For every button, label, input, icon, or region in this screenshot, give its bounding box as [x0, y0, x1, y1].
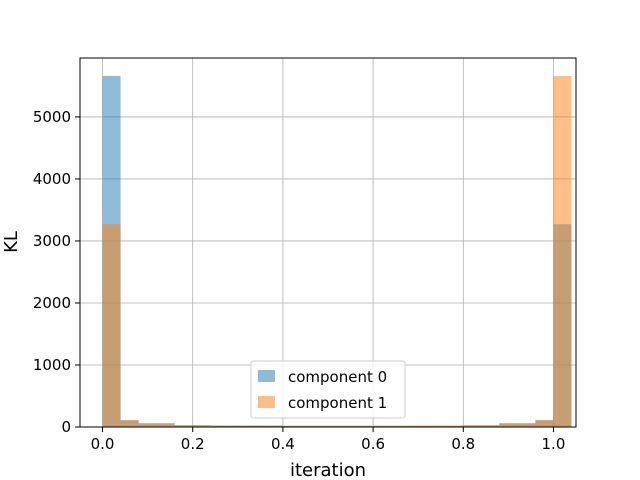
histogram-bar-component-1: [373, 425, 392, 427]
plot-frame: [79, 57, 577, 428]
histogram-bar-component-1: [174, 425, 193, 427]
histogram-bar-component-1: [427, 425, 446, 427]
histogram-bar-component-1: [318, 425, 338, 427]
y-tick-label: 2000: [33, 294, 71, 312]
histogram-bar-component-1: [535, 420, 554, 427]
histogram-bar-component-1: [499, 423, 518, 427]
histogram-bar-component-1: [120, 420, 139, 427]
histogram-bar-component-1: [246, 425, 265, 427]
histogram-bar-component-1: [228, 425, 247, 427]
histogram-bar-component-1: [553, 75, 572, 428]
x-tick-label: 0.8: [451, 435, 475, 453]
histogram-bar-component-1: [282, 425, 301, 427]
histogram-bar-component-1: [138, 423, 157, 427]
histogram-bar-component-1: [210, 425, 229, 427]
histogram-bar-component-1: [463, 425, 482, 427]
bars-layer: [102, 75, 572, 428]
histogram-bar-component-1: [102, 224, 121, 427]
legend-swatch-component-0: [258, 370, 275, 382]
histogram-bar-component-1: [445, 425, 464, 427]
grid-layer: [80, 58, 576, 428]
y-tick-label: 3000: [33, 232, 71, 250]
legend-swatch-component-1: [258, 396, 275, 408]
histogram-bar-component-1: [391, 425, 410, 427]
y-tick-label: 0: [61, 418, 71, 436]
x-tick-label: 0.4: [271, 435, 295, 453]
x-tick-label: 1.0: [542, 435, 566, 453]
y-tick-label: 1000: [33, 356, 71, 374]
y-tick-label: 4000: [33, 170, 71, 188]
x-axis-label: iteration: [290, 460, 366, 480]
y-axis-label: KL: [1, 231, 22, 253]
histogram-bar-component-1: [517, 423, 536, 427]
histogram-bar-component-1: [355, 425, 374, 427]
x-tick-label: 0.0: [91, 435, 115, 453]
x-tick-label: 0.2: [181, 435, 205, 453]
histogram-bar-component-1: [481, 425, 500, 427]
x-tick-label: 0.6: [361, 435, 385, 453]
y-tick-label: 5000: [33, 108, 71, 126]
histogram-bar-component-1: [192, 425, 211, 427]
histogram-bar-component-1: [300, 425, 319, 427]
legend: component 0 component 1: [250, 360, 406, 419]
histogram-bar-component-1: [156, 423, 175, 427]
legend-box: [250, 360, 406, 419]
legend-label-component-1: component 1: [288, 394, 387, 412]
histogram-bar-component-1: [337, 425, 356, 427]
legend-label-component-0: component 0: [288, 368, 387, 386]
histogram-bar-component-1: [409, 425, 428, 427]
histogram-bar-component-1: [264, 425, 283, 427]
ticks-layer: 0.0 0.2 0.4 0.6 0.8 1.0 0 1000 2000 3000 4000 5000: [33, 108, 566, 453]
